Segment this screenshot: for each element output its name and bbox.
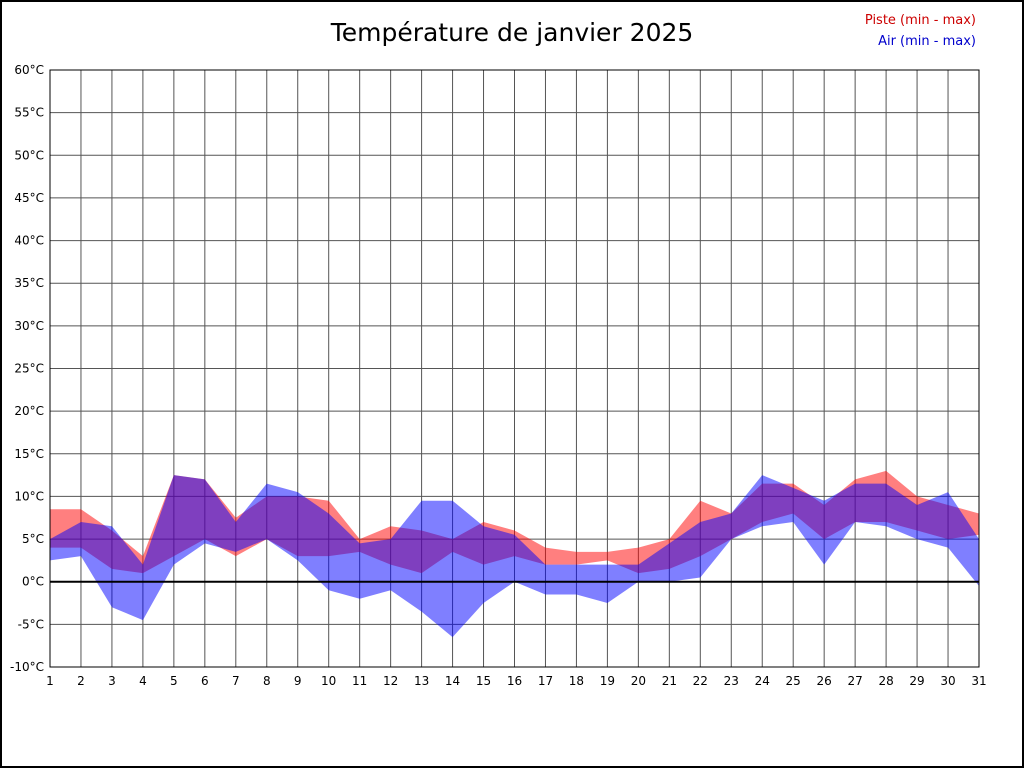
x-tick-label: 2 [77,674,85,688]
y-tick-label: 10°C [14,489,44,503]
legend-air-label: Air (min - max) [878,34,976,49]
x-tick-label: 11 [352,674,367,688]
x-tick-label: 17 [538,674,553,688]
air-minmax-band [50,475,979,638]
x-tick-label: 25 [786,674,801,688]
chart-legend: Piste (min - max) Air (min - max) [865,10,976,52]
y-tick-label: -10°C [10,660,44,674]
y-tick-label: 40°C [14,234,44,248]
y-tick-label: -5°C [18,617,44,631]
y-tick-label: 55°C [14,106,44,120]
x-tick-label: 27 [847,674,862,688]
x-tick-label: 23 [724,674,739,688]
y-tick-label: 30°C [14,319,44,333]
y-tick-label: 25°C [14,362,44,376]
y-tick-label: 35°C [14,276,44,290]
x-tick-label: 16 [507,674,522,688]
y-tick-label: 15°C [14,447,44,461]
x-tick-label: 22 [693,674,708,688]
x-tick-label: 21 [662,674,677,688]
x-tick-label: 30 [940,674,955,688]
x-tick-label: 10 [321,674,336,688]
x-tick-label: 19 [600,674,615,688]
x-tick-label: 13 [414,674,429,688]
x-tick-label: 31 [971,674,986,688]
chart-title: Température de janvier 2025 [330,18,694,47]
x-tick-label: 24 [755,674,770,688]
y-tick-label: 0°C [22,575,44,589]
x-tick-label: 14 [445,674,460,688]
x-tick-label: 26 [817,674,832,688]
legend-piste-label: Piste (min - max) [864,13,976,28]
plot-border [49,69,980,668]
y-tick-label: 60°C [14,63,44,77]
y-tick-label: 50°C [14,148,44,162]
x-tick-label: 7 [232,674,240,688]
x-tick-label: 20 [631,674,646,688]
x-tick-label: 18 [569,674,584,688]
x-tick-label: 5 [170,674,178,688]
x-tick-label: 1 [46,674,54,688]
y-tick-label: 5°C [22,532,44,546]
x-tick-label: 15 [476,674,491,688]
x-tick-label: 29 [909,674,924,688]
x-tick-label: 8 [263,674,271,688]
x-tick-label: 28 [878,674,893,688]
x-tick-label: 6 [201,674,209,688]
y-tick-label: 20°C [14,404,44,418]
x-tick-label: 4 [139,674,147,688]
x-tick-label: 9 [294,674,302,688]
x-tick-label: 3 [108,674,116,688]
x-tick-label: 12 [383,674,398,688]
y-tick-label: 45°C [14,191,44,205]
